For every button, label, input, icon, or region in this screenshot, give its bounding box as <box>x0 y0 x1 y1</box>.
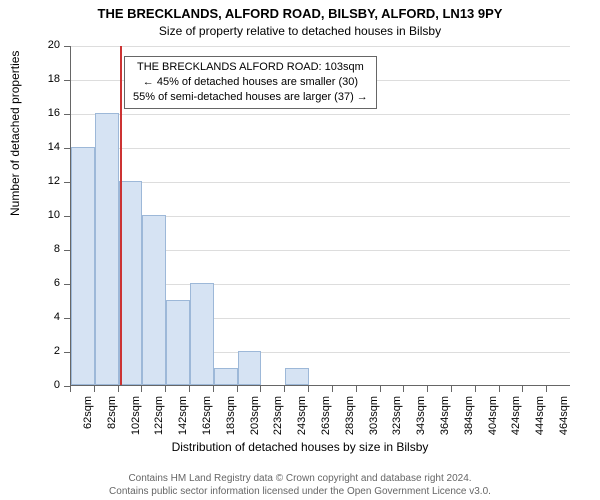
y-tick-label: 18 <box>30 73 60 85</box>
y-tick <box>64 318 70 319</box>
footer-line: Contains HM Land Registry data © Crown c… <box>0 472 600 485</box>
x-tick-label: 142sqm <box>177 396 189 436</box>
x-tick <box>94 386 95 392</box>
x-tick-label: 283sqm <box>344 396 356 436</box>
histogram-bar <box>190 283 214 385</box>
x-tick-label: 162sqm <box>201 396 213 436</box>
x-tick <box>356 386 357 392</box>
x-tick-label: 404sqm <box>487 396 499 436</box>
y-tick <box>64 182 70 183</box>
y-tick <box>64 250 70 251</box>
annotation-line: 55% of semi-detached houses are larger (… <box>133 90 368 105</box>
x-tick-label: 323sqm <box>391 396 403 436</box>
x-tick <box>189 386 190 392</box>
footer-line: Contains public sector information licen… <box>0 485 600 498</box>
gridline <box>71 182 570 183</box>
x-tick-label: 82sqm <box>106 396 118 436</box>
annotation-line: THE BRECKLANDS ALFORD ROAD: 103sqm <box>133 60 368 75</box>
x-tick-label: 243sqm <box>296 396 308 436</box>
gridline <box>71 114 570 115</box>
y-axis-title: Number of detached properties <box>8 51 22 216</box>
histogram-bar <box>214 368 238 385</box>
x-tick <box>260 386 261 392</box>
x-tick-label: 464sqm <box>558 396 570 436</box>
y-tick-label: 0 <box>30 379 60 391</box>
y-tick <box>64 46 70 47</box>
gridline <box>71 148 570 149</box>
x-tick <box>213 386 214 392</box>
y-tick-label: 12 <box>30 175 60 187</box>
x-tick-label: 343sqm <box>415 396 427 436</box>
histogram-bar <box>142 215 166 385</box>
gridline <box>71 46 570 47</box>
x-tick-label: 183sqm <box>225 396 237 436</box>
annotation-line: ← 45% of detached houses are smaller (30… <box>133 75 368 90</box>
x-axis-title: Distribution of detached houses by size … <box>0 440 600 454</box>
histogram-bar <box>285 368 309 385</box>
y-tick <box>64 352 70 353</box>
x-tick <box>403 386 404 392</box>
x-tick <box>284 386 285 392</box>
histogram-bar <box>238 351 262 385</box>
x-tick <box>499 386 500 392</box>
y-tick <box>64 148 70 149</box>
y-tick-label: 14 <box>30 141 60 153</box>
y-tick-label: 6 <box>30 277 60 289</box>
x-tick <box>332 386 333 392</box>
x-tick-label: 263sqm <box>320 396 332 436</box>
x-tick <box>475 386 476 392</box>
histogram-bar <box>71 147 95 385</box>
y-tick-label: 10 <box>30 209 60 221</box>
x-tick <box>427 386 428 392</box>
marker-line <box>120 46 122 385</box>
x-tick-label: 122sqm <box>153 396 165 436</box>
histogram-bar <box>119 181 143 385</box>
y-tick-label: 2 <box>30 345 60 357</box>
x-tick <box>451 386 452 392</box>
x-tick <box>165 386 166 392</box>
chart-title-main: THE BRECKLANDS, ALFORD ROAD, BILSBY, ALF… <box>0 6 600 21</box>
x-tick <box>522 386 523 392</box>
x-tick <box>380 386 381 392</box>
x-tick-label: 102sqm <box>130 396 142 436</box>
chart-container: THE BRECKLANDS, ALFORD ROAD, BILSBY, ALF… <box>0 0 600 500</box>
histogram-bar <box>166 300 190 385</box>
y-tick-label: 20 <box>30 39 60 51</box>
x-tick-label: 223sqm <box>272 396 284 436</box>
x-tick-label: 384sqm <box>463 396 475 436</box>
y-tick-label: 16 <box>30 107 60 119</box>
x-tick-label: 203sqm <box>249 396 261 436</box>
x-tick <box>237 386 238 392</box>
x-tick-label: 424sqm <box>510 396 522 436</box>
histogram-bar <box>95 113 119 385</box>
y-tick <box>64 114 70 115</box>
chart-title-sub: Size of property relative to detached ho… <box>0 24 600 38</box>
x-tick <box>308 386 309 392</box>
x-tick <box>118 386 119 392</box>
y-tick <box>64 216 70 217</box>
y-tick <box>64 80 70 81</box>
x-tick <box>70 386 71 392</box>
footer-text: Contains HM Land Registry data © Crown c… <box>0 472 600 498</box>
y-tick-label: 4 <box>30 311 60 323</box>
x-tick-label: 303sqm <box>368 396 380 436</box>
x-tick-label: 62sqm <box>82 396 94 436</box>
x-tick <box>546 386 547 392</box>
annotation-box: THE BRECKLANDS ALFORD ROAD: 103sqm ← 45%… <box>124 56 377 109</box>
y-tick <box>64 284 70 285</box>
x-tick <box>141 386 142 392</box>
x-tick-label: 364sqm <box>439 396 451 436</box>
y-tick-label: 8 <box>30 243 60 255</box>
x-tick-label: 444sqm <box>534 396 546 436</box>
